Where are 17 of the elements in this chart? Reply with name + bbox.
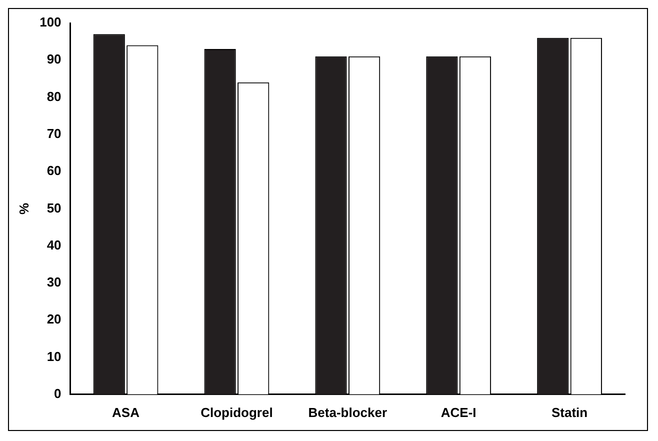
y-tick-label: 70: [46, 126, 62, 141]
y-tick-label: 100: [40, 14, 62, 30]
y-tick-label: 40: [46, 237, 62, 252]
y-tick-label: 20: [46, 312, 62, 327]
y-tick-label: 10: [46, 348, 62, 364]
x-tick-label: Statin: [551, 404, 588, 420]
y-tick-label: 50: [46, 200, 62, 216]
y-tick-label: 90: [46, 52, 62, 67]
y-tick-label: 0: [54, 386, 62, 401]
y-tick-label: 80: [46, 88, 62, 104]
y-axis-title: %: [16, 202, 32, 214]
x-tick-label: Clopidogrel: [200, 404, 273, 420]
x-tick-label: ASA: [112, 404, 140, 420]
x-tick-label: Beta-blocker: [308, 404, 388, 420]
x-tick-label: ACE-I: [440, 404, 476, 420]
y-tick-label: 60: [46, 163, 62, 178]
y-tick-label: 30: [46, 274, 62, 290]
